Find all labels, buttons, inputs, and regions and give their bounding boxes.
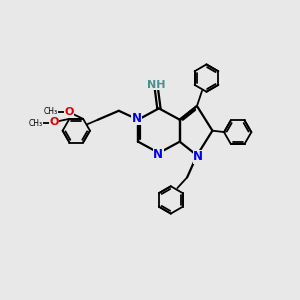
Text: O: O: [64, 107, 74, 117]
Text: N: N: [153, 148, 163, 161]
Text: CH₃: CH₃: [28, 118, 43, 127]
Text: NH: NH: [147, 80, 166, 90]
Text: N: N: [132, 112, 142, 125]
Text: O: O: [49, 117, 59, 128]
Text: N: N: [193, 150, 203, 163]
Text: CH₃: CH₃: [44, 107, 58, 116]
